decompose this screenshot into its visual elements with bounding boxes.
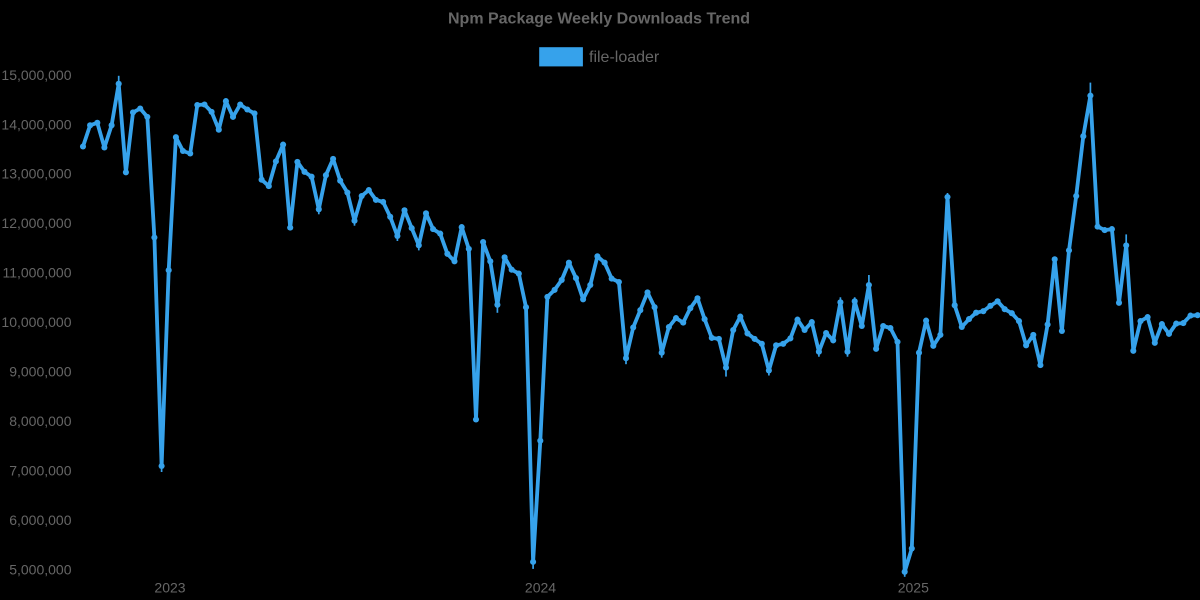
svg-text:6,000,000: 6,000,000 [9, 512, 71, 528]
svg-text:14,000,000: 14,000,000 [1, 116, 71, 132]
svg-text:10,000,000: 10,000,000 [1, 314, 71, 330]
svg-text:11,000,000: 11,000,000 [2, 265, 71, 281]
svg-text:9,000,000: 9,000,000 [9, 364, 71, 380]
svg-text:13,000,000: 13,000,000 [1, 166, 71, 182]
svg-text:Npm Package Weekly Downloads T: Npm Package Weekly Downloads Trend [448, 11, 750, 28]
svg-text:file-loader: file-loader [589, 49, 660, 66]
svg-text:2023: 2023 [154, 580, 185, 596]
svg-text:2024: 2024 [525, 580, 556, 596]
svg-text:5,000,000: 5,000,000 [9, 561, 71, 577]
svg-text:12,000,000: 12,000,000 [1, 215, 71, 231]
svg-text:8,000,000: 8,000,000 [9, 413, 71, 429]
svg-text:7,000,000: 7,000,000 [9, 462, 71, 478]
svg-text:15,000,000: 15,000,000 [1, 67, 71, 83]
svg-text:2025: 2025 [898, 580, 929, 596]
